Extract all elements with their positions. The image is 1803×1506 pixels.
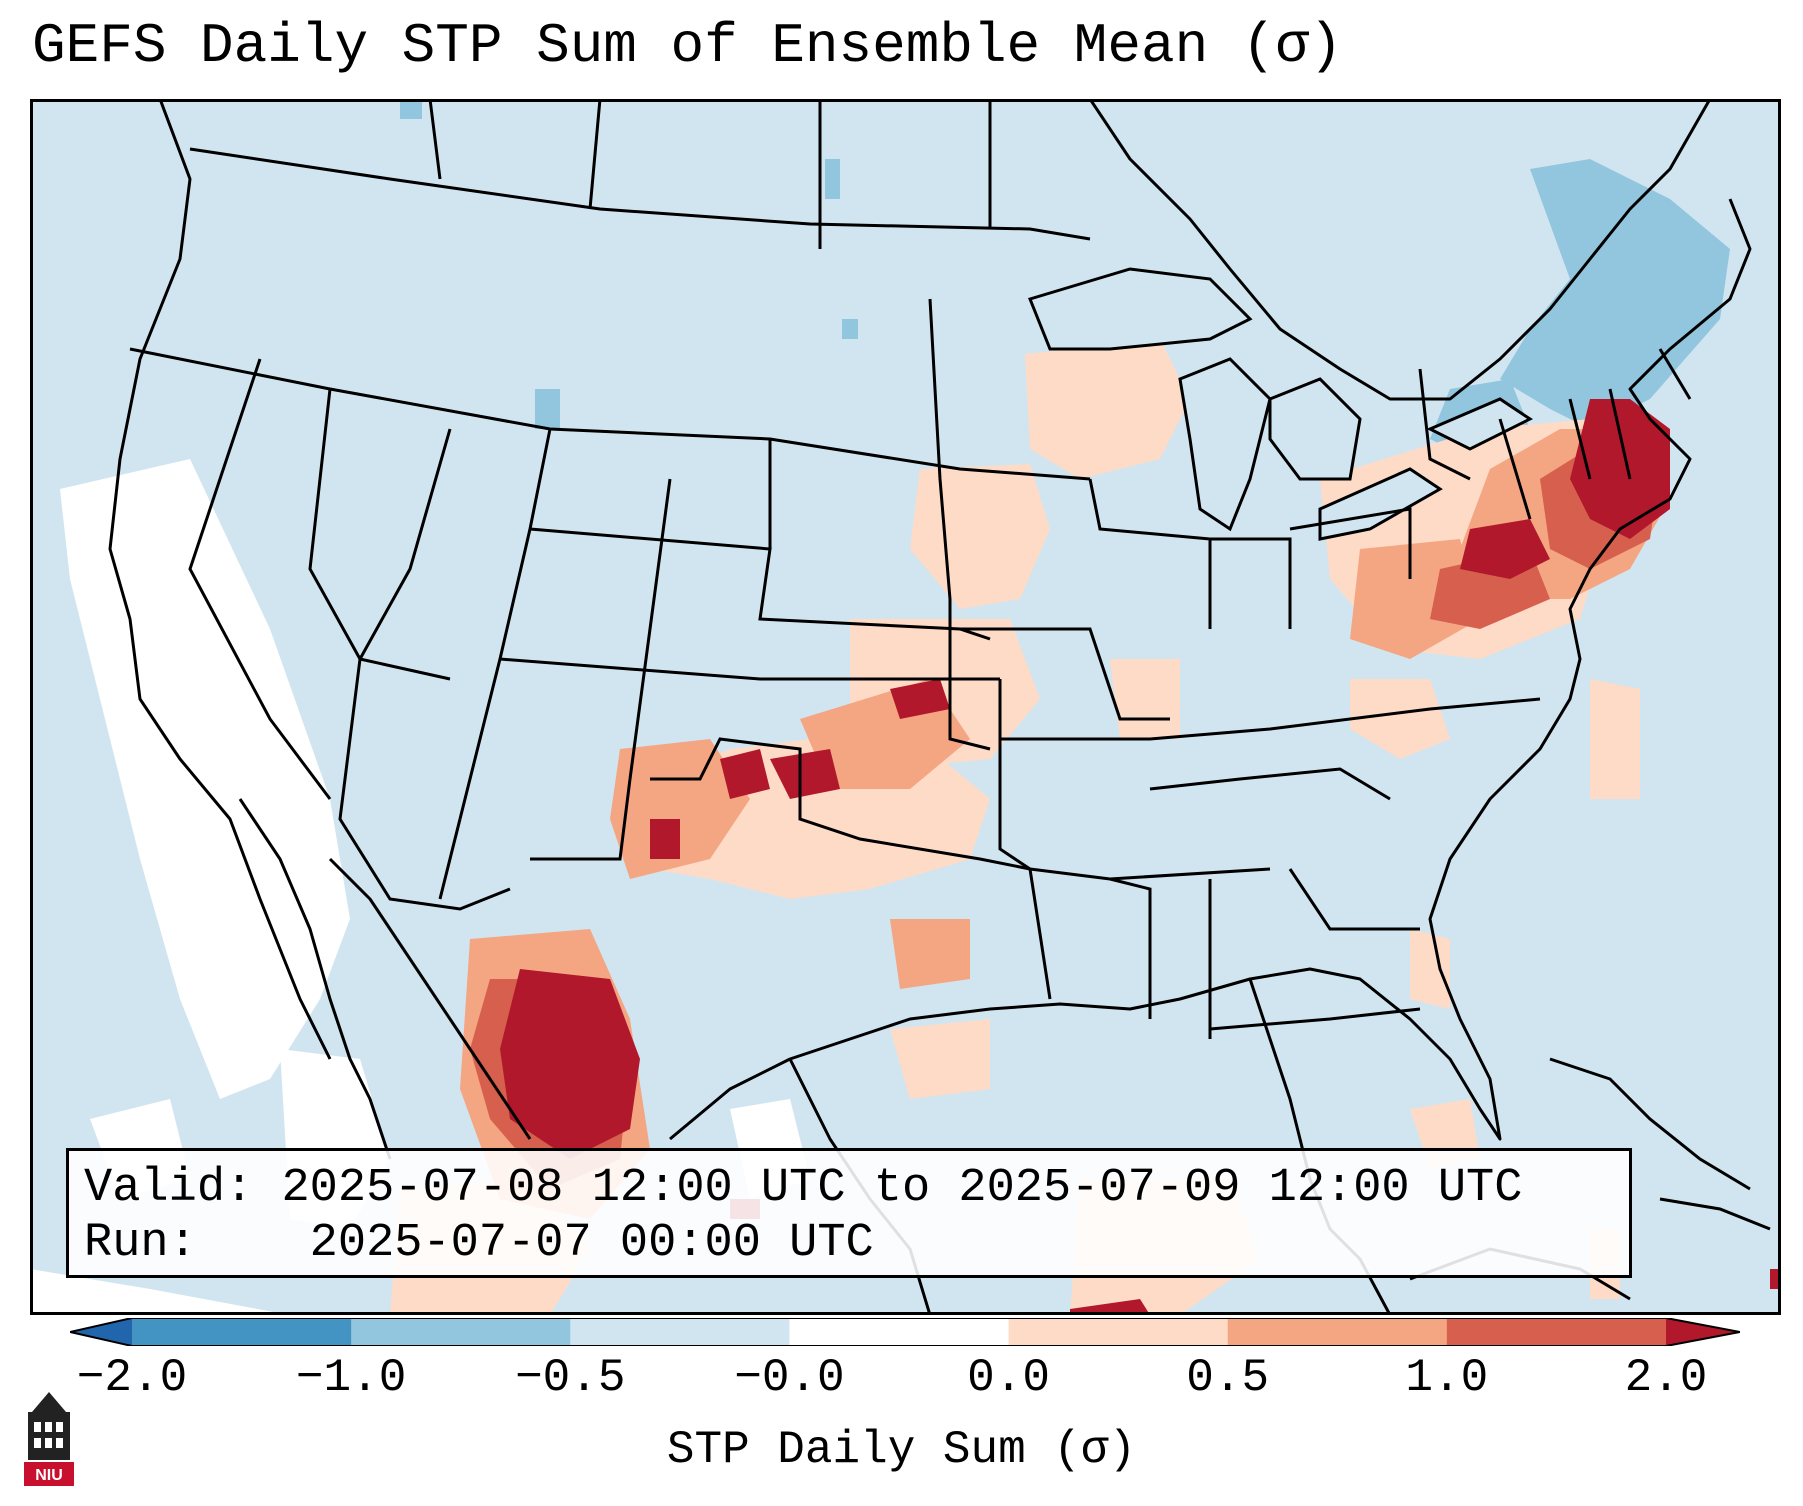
logo-text: NIU — [35, 1467, 63, 1484]
colorbar-bin — [570, 1318, 790, 1346]
colorbar-bin — [1446, 1318, 1667, 1346]
colorbar-label: STP Daily Sum (σ) — [666, 1424, 1137, 1476]
valid-label: Valid: — [84, 1162, 254, 1215]
colorbar-bin — [132, 1318, 352, 1346]
colorbar-segments — [70, 1318, 1740, 1346]
colorbar-tick-label: −2.0 — [76, 1352, 188, 1404]
colorbar-bin — [1227, 1318, 1448, 1346]
valid-line: Valid: 2025-07-08 12:00 UTC to 2025-07-0… — [84, 1161, 1629, 1216]
valid-text: 2025-07-08 12:00 UTC to 2025-07-09 12:00… — [281, 1162, 1523, 1215]
run-label: Run: — [84, 1217, 197, 1270]
colorbar-tick-label: 1.0 — [1405, 1352, 1489, 1404]
colorbar-tick-label: −1.0 — [295, 1352, 407, 1404]
colorbar-under-arrow — [70, 1318, 132, 1346]
borders — [129, 99, 1692, 1039]
colorbar-bin — [1008, 1318, 1229, 1346]
coastlines — [108, 99, 1752, 1315]
map-svg — [30, 99, 1781, 1315]
valid-run-info-box: Valid: 2025-07-08 12:00 UTC to 2025-07-0… — [66, 1148, 1632, 1278]
map-border — [30, 99, 1781, 1315]
map-title: GEFS Daily STP Sum of Ensemble Mean (σ) — [32, 14, 1343, 78]
colorbar-over-arrow — [1666, 1318, 1740, 1346]
run-text: 2025-07-07 00:00 UTC — [309, 1217, 874, 1270]
colorbar-tick-label: −0.0 — [734, 1352, 845, 1404]
colorbar — [70, 1318, 1740, 1346]
colorbar-tick-label: −0.5 — [515, 1352, 626, 1404]
colorbar-ticks: −2.0 −1.0 −0.5 −0.0 0.0 0.5 1.0 2.0 — [0, 1352, 1803, 1412]
colorbar-tick-label: 0.5 — [1186, 1352, 1270, 1404]
great-lakes — [1027, 267, 1533, 541]
colorbar-bin — [789, 1318, 1010, 1346]
run-line: Run: 2025-07-07 00:00 UTC — [84, 1216, 1629, 1271]
colorbar-tick-label: 0.0 — [967, 1352, 1050, 1404]
colorbar-tick-label: 2.0 — [1624, 1352, 1708, 1404]
colorbar-bin — [351, 1318, 571, 1346]
university-tower-icon: NIU — [24, 1392, 74, 1486]
map-panel[interactable] — [30, 99, 1781, 1315]
